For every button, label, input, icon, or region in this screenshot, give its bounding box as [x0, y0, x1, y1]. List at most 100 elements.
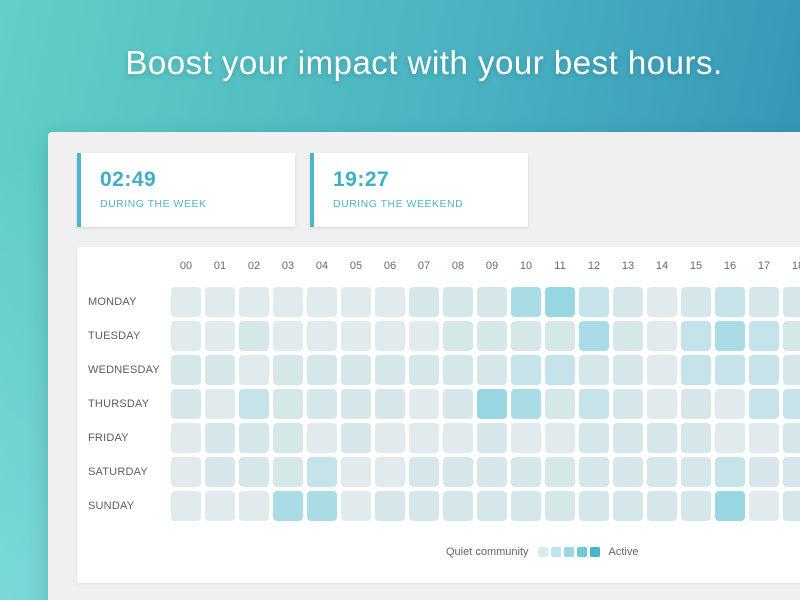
- heatmap-cell: [477, 287, 507, 317]
- hour-label: 13: [621, 260, 635, 272]
- hour-label: 16: [723, 260, 737, 272]
- heatmap-cell: [239, 389, 269, 419]
- heatmap-cell: [715, 321, 745, 351]
- hour-label: 10: [519, 260, 533, 272]
- heatmap-cell: [205, 321, 235, 351]
- page-title: Boost your impact with your best hours.: [125, 44, 723, 81]
- heatmap-cell: [239, 355, 269, 385]
- heatmap-cell: [443, 491, 473, 521]
- heatmap-cell: [205, 457, 235, 487]
- heatmap-cell: [477, 491, 507, 521]
- heatmap-cell: [375, 457, 405, 487]
- day-label: WEDNESDAY: [88, 364, 160, 376]
- heatmap-cell: [545, 423, 575, 453]
- heatmap-cell: [375, 355, 405, 385]
- legend-swatch: [563, 547, 574, 557]
- day-label: SATURDAY: [88, 466, 148, 478]
- heatmap-cell: [375, 389, 405, 419]
- legend-active-label: Active: [608, 546, 639, 558]
- heatmap-cell: [375, 423, 405, 453]
- heatmap-cell: [205, 287, 235, 317]
- heatmap-cell: [681, 287, 711, 317]
- heatmap-row: FRIDAY: [77, 423, 800, 453]
- heatmap-cell: [341, 389, 371, 419]
- day-label: THURSDAY: [88, 398, 150, 410]
- heatmap-cell: [341, 287, 371, 317]
- stats-row: 02:49 DURING THE WEEK 19:27 DURING THE W…: [48, 132, 800, 227]
- heatmap-cell: [783, 389, 800, 419]
- heatmap-cell: [239, 491, 269, 521]
- heatmap-cell: [511, 423, 541, 453]
- heatmap-cell: [749, 321, 779, 351]
- heatmap-cell: [443, 389, 473, 419]
- hour-label: 17: [757, 260, 771, 272]
- heatmap-cell: [409, 423, 439, 453]
- heatmap-cell: [273, 355, 303, 385]
- heatmap-row: TUESDAY: [77, 321, 800, 351]
- hour-label: 00: [179, 260, 193, 272]
- heatmap-legend: Quiet community Active: [446, 546, 800, 558]
- heatmap-cell: [307, 423, 337, 453]
- heatmap-cell: [307, 355, 337, 385]
- heatmap-cell: [783, 457, 800, 487]
- legend-swatches: [537, 547, 603, 557]
- dashboard-card: 02:49 DURING THE WEEK 19:27 DURING THE W…: [48, 132, 800, 600]
- heatmap-cell: [613, 287, 643, 317]
- heatmap-cell: [579, 287, 609, 317]
- heatmap-cell: [579, 491, 609, 521]
- heatmap-row: SUNDAY: [77, 491, 800, 521]
- heatmap-cell: [205, 423, 235, 453]
- heatmap-cell: [341, 321, 371, 351]
- heatmap-cell: [205, 355, 235, 385]
- heatmap-cell: [579, 389, 609, 419]
- heatmap-cell: [409, 287, 439, 317]
- heatmap-row: MONDAY: [77, 287, 800, 317]
- hour-label: 05: [349, 260, 363, 272]
- heatmap-cell: [171, 423, 201, 453]
- heatmap-cell: [273, 287, 303, 317]
- legend-swatch: [537, 547, 548, 557]
- heatmap-cell: [171, 355, 201, 385]
- heatmap-cell: [273, 389, 303, 419]
- heatmap-cell: [715, 423, 745, 453]
- heatmap-cell: [681, 389, 711, 419]
- heatmap-cell: [579, 423, 609, 453]
- heatmap-cell: [511, 321, 541, 351]
- heatmap-cell: [647, 423, 677, 453]
- heatmap-panel: 00 01 02 03 04 05 06 07 08 09 10 11 12 13 14 15 16 17 18 M…: [77, 247, 800, 583]
- stat-card-week: 02:49 DURING THE WEEK: [77, 153, 295, 227]
- legend-quiet-label: Quiet community: [446, 546, 529, 558]
- heatmap-cell: [375, 491, 405, 521]
- heatmap-cell: [409, 355, 439, 385]
- heatmap-cell: [681, 457, 711, 487]
- heatmap-cell: [749, 457, 779, 487]
- heatmap-cell: [273, 491, 303, 521]
- heatmap-cell: [477, 457, 507, 487]
- heatmap-cell: [375, 321, 405, 351]
- heatmap-cell: [647, 321, 677, 351]
- heatmap-cell: [613, 355, 643, 385]
- heatmap-cell: [749, 423, 779, 453]
- legend-swatch: [550, 547, 561, 557]
- heatmap-cell: [783, 287, 800, 317]
- heatmap-cell: [375, 287, 405, 317]
- day-label: SUNDAY: [88, 500, 135, 512]
- heatmap-hour-header: 00 01 02 03 04 05 06 07 08 09 10 11 12 13 14 15 16 17 18: [171, 260, 800, 273]
- day-label: TUESDAY: [88, 330, 141, 342]
- heatmap-cell: [545, 389, 575, 419]
- heatmap-cell: [545, 457, 575, 487]
- heatmap-cell: [341, 491, 371, 521]
- heatmap-cell: [783, 355, 800, 385]
- legend-swatch: [576, 547, 587, 557]
- heatmap-grid: MONDAY TUESDAY WEDNESDAY THURSDAY FRIDAY SATU…: [77, 287, 800, 521]
- heatmap-cell: [511, 491, 541, 521]
- heatmap-cell: [239, 457, 269, 487]
- heatmap-cell: [443, 287, 473, 317]
- legend-swatch: [589, 547, 600, 557]
- heatmap-cell: [783, 491, 800, 521]
- heatmap-cell: [477, 321, 507, 351]
- heatmap-cell: [307, 287, 337, 317]
- heatmap-cell: [273, 321, 303, 351]
- heatmap-cell: [647, 457, 677, 487]
